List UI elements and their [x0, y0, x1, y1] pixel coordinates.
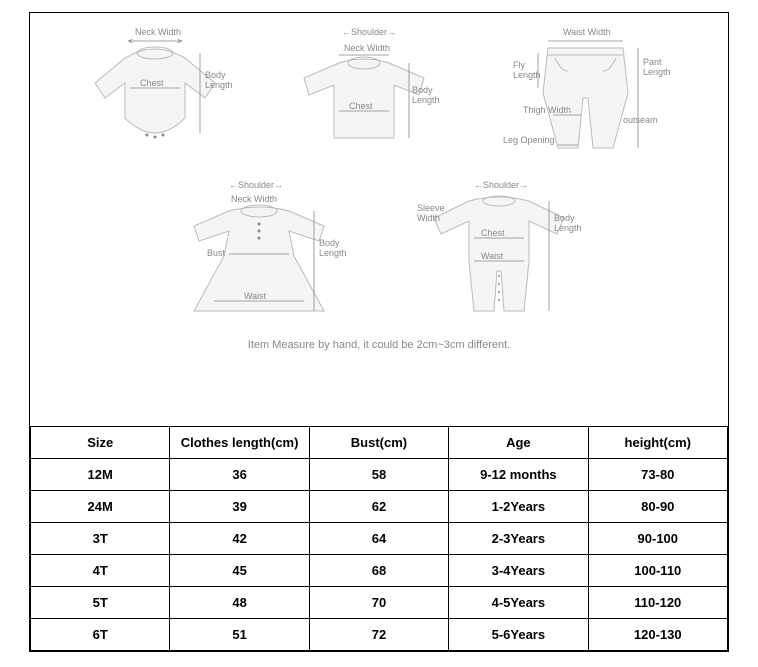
label-waist-jp: Waist	[481, 251, 504, 261]
table-row: 5T 48 70 4-5Years 110-120	[31, 587, 728, 619]
table-row: 6T 51 72 5-6Years 120-130	[31, 619, 728, 651]
diagrams-area: Neck Width Chest Body Length	[30, 13, 728, 426]
col-height: height(cm)	[588, 427, 727, 459]
label-neck-width-sw: Neck Width	[344, 43, 390, 53]
diagram-sweater: ←Shoulder→ Neck Width Chest Body Length	[284, 23, 444, 168]
content-frame: Neck Width Chest Body Length	[29, 12, 729, 652]
svg-text:←Shoulder→: ←Shoulder→	[229, 180, 283, 190]
svg-text:Fly: Fly	[513, 60, 525, 70]
svg-text:Length: Length	[643, 67, 671, 77]
svg-text:Length: Length	[554, 223, 582, 233]
table-header-row: Size Clothes length(cm) Bust(cm) Age hei…	[31, 427, 728, 459]
diagrams-row-2: ←Shoulder→ Neck Width Bust Waist Body	[50, 176, 708, 331]
dress-svg: ←Shoulder→ Neck Width Bust Waist Body	[159, 176, 359, 326]
label-outseam: outseam	[623, 115, 658, 125]
label-neck-width-dr: Neck Width	[231, 194, 277, 204]
jumpsuit-svg: ←Shoulder→ Sleeve Width Chest Waist Body…	[399, 176, 599, 326]
svg-text:Pant: Pant	[643, 57, 662, 67]
svg-text:Width: Width	[417, 213, 440, 223]
svg-text:Body: Body	[412, 85, 433, 95]
svg-text:Body: Body	[554, 213, 575, 223]
label-thigh-width: Thigh Width	[523, 105, 571, 115]
diagram-pants: Waist Width Fly Length Pant Length Thigh…	[493, 23, 683, 168]
measurement-disclaimer: Item Measure by hand, it could be 2cm~3c…	[50, 339, 708, 351]
page-container: Neck Width Chest Body Length	[0, 0, 758, 667]
svg-text:Length: Length	[205, 80, 233, 90]
diagram-jumpsuit: ←Shoulder→ Sleeve Width Chest Waist Body…	[399, 176, 599, 331]
size-table: Size Clothes length(cm) Bust(cm) Age hei…	[30, 426, 728, 651]
label-leg-opening: Leg Opening	[503, 135, 555, 145]
sweater-svg: ←Shoulder→ Neck Width Chest Body Length	[284, 23, 444, 163]
col-clothes-length: Clothes length(cm)	[170, 427, 309, 459]
bodysuit-svg: Neck Width Chest Body Length	[75, 23, 235, 163]
col-size: Size	[31, 427, 170, 459]
diagrams-row-1: Neck Width Chest Body Length	[50, 23, 708, 168]
svg-text:Length: Length	[319, 248, 347, 258]
diagram-bodysuit: Neck Width Chest Body Length	[75, 23, 235, 168]
table-row: 12M 36 58 9-12 months 73-80	[31, 459, 728, 491]
col-age: Age	[449, 427, 588, 459]
label-chest-jp: Chest	[481, 228, 505, 238]
label-shoulder: ←Shoulder→	[342, 27, 396, 37]
col-bust: Bust(cm)	[309, 427, 448, 459]
svg-text:Sleeve: Sleeve	[417, 203, 445, 213]
svg-text:Body: Body	[319, 238, 340, 248]
diagram-dress: ←Shoulder→ Neck Width Bust Waist Body	[159, 176, 359, 331]
table-body: 12M 36 58 9-12 months 73-80 24M 39 62 1-…	[31, 459, 728, 651]
label-chest-sw: Chest	[349, 101, 373, 111]
label-waist-dr: Waist	[244, 291, 267, 301]
table-row: 3T 42 64 2-3Years 90-100	[31, 523, 728, 555]
pants-svg: Waist Width Fly Length Pant Length Thigh…	[493, 23, 683, 163]
label-chest: Chest	[140, 78, 164, 88]
label-waist-width: Waist Width	[563, 27, 611, 37]
svg-text:←Shoulder→: ←Shoulder→	[474, 180, 528, 190]
table-row: 24M 39 62 1-2Years 80-90	[31, 491, 728, 523]
label-neck-width: Neck Width	[135, 27, 181, 37]
svg-text:Length: Length	[513, 70, 541, 80]
label-bust: Bust	[207, 248, 226, 258]
table-row: 4T 45 68 3-4Years 100-110	[31, 555, 728, 587]
svg-text:Length: Length	[412, 95, 440, 105]
label-body-length: Body	[205, 70, 226, 80]
